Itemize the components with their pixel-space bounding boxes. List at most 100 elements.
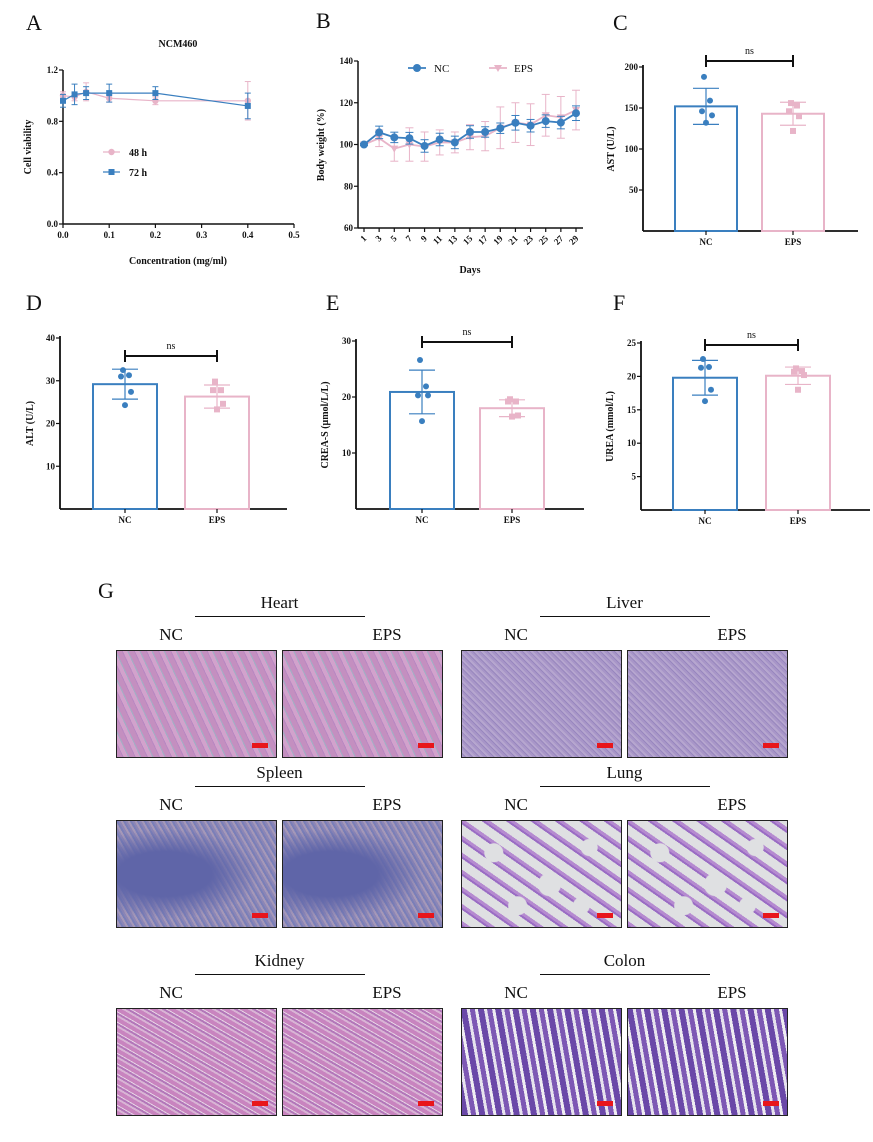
y-tick-label: 10 xyxy=(342,448,352,458)
legend-label: EPS xyxy=(514,63,533,75)
y-tick-label: 20 xyxy=(627,371,637,381)
data-point xyxy=(244,102,251,109)
y-tick-label: 20 xyxy=(342,392,352,402)
group-label-nc: NC xyxy=(159,795,183,814)
data-point xyxy=(417,357,423,364)
y-tick-label: 25 xyxy=(627,338,637,348)
x-tick-label: EPS xyxy=(209,515,226,525)
group-label-eps: EPS xyxy=(717,795,747,814)
data-point xyxy=(415,392,421,399)
group-label-eps: EPS xyxy=(717,983,747,1002)
y-axis-title: UREA (mmol/L) xyxy=(605,391,616,462)
y-tick-label: 100 xyxy=(625,144,639,154)
histology-image-heart-nc xyxy=(116,650,277,758)
x-tick-label: 5 xyxy=(388,233,399,244)
organ-divider-line xyxy=(194,974,365,975)
y-tick-label: 10 xyxy=(46,461,56,471)
x-tick-label: NC xyxy=(119,515,132,525)
organ-label-heart: Heart xyxy=(260,593,299,612)
y-tick-label: 30 xyxy=(46,376,56,386)
histology-image-lung-eps xyxy=(627,820,788,928)
x-tick-label: 3 xyxy=(373,233,384,244)
organ-label-colon: Colon xyxy=(603,951,646,970)
scale-bar xyxy=(418,1101,434,1106)
data-point xyxy=(799,368,805,375)
y-tick-label: 20 xyxy=(46,419,56,429)
legend-marker xyxy=(108,169,115,175)
group-label-nc: NC xyxy=(504,983,528,1002)
data-point xyxy=(526,121,535,130)
data-point xyxy=(390,133,399,142)
histology-image-heart-eps xyxy=(282,650,443,758)
group-label-nc: NC xyxy=(159,625,183,644)
y-tick-label: 5 xyxy=(632,472,637,482)
x-tick-label: 0.4 xyxy=(242,230,254,240)
histology-image-spleen-nc xyxy=(116,820,277,928)
y-tick-label: 1.2 xyxy=(47,65,59,75)
y-tick-label: 120 xyxy=(340,98,354,108)
data-point xyxy=(212,378,218,385)
data-point xyxy=(701,73,707,80)
data-point xyxy=(106,90,113,97)
data-point xyxy=(390,145,399,153)
y-tick-label: 140 xyxy=(340,56,354,66)
legend-label: 72 h xyxy=(129,168,148,179)
scale-bar xyxy=(418,913,434,918)
bar-EPS xyxy=(765,374,831,511)
data-point xyxy=(698,364,704,371)
group-label-eps: EPS xyxy=(372,625,402,644)
data-point xyxy=(375,128,384,137)
data-point xyxy=(699,108,705,115)
data-point xyxy=(556,118,565,127)
data-point xyxy=(214,406,220,413)
legend-marker xyxy=(413,64,421,72)
chart-e-crea: 10 20 30 CREA-S (μmol/L/L) NC EPS ns xyxy=(320,327,584,525)
chart-c-ast: 50 100 150 200 AST (U/L) NC EPS ns xyxy=(606,46,858,247)
data-point xyxy=(360,140,368,149)
y-tick-label: 10 xyxy=(627,438,637,448)
significance-label: ns xyxy=(747,330,756,341)
x-tick-label: 7 xyxy=(404,233,415,244)
histology-image-colon-nc xyxy=(461,1008,622,1116)
scale-bar xyxy=(763,913,779,918)
data-point xyxy=(790,127,796,134)
data-point xyxy=(572,109,580,118)
histology-image-lung-nc xyxy=(461,820,622,928)
y-tick-label: 60 xyxy=(344,223,354,233)
y-tick-label: 200 xyxy=(625,62,639,72)
panel-label-d: D xyxy=(26,290,42,315)
data-point xyxy=(786,108,792,115)
data-point xyxy=(152,90,159,97)
data-point xyxy=(466,127,474,136)
organ-label-liver: Liver xyxy=(606,593,643,612)
scale-bar xyxy=(252,913,268,918)
panel-label-e: E xyxy=(326,290,340,315)
legend-marker xyxy=(494,65,502,72)
legend-marker xyxy=(108,148,115,156)
panel-label-g: G xyxy=(98,578,114,603)
scale-bar xyxy=(763,743,779,748)
data-point xyxy=(794,102,800,109)
panel-label-c: C xyxy=(613,10,628,35)
x-tick-label: 0.5 xyxy=(288,230,300,240)
organ-divider-line xyxy=(539,786,710,787)
y-axis-title: ALT (U/L) xyxy=(25,401,36,446)
data-point xyxy=(120,367,126,374)
chart-d-alt: 10 20 30 40 ALT (U/L) NC EPS ns xyxy=(25,333,287,525)
data-point xyxy=(795,386,801,393)
data-point xyxy=(83,90,90,97)
data-point xyxy=(702,398,708,405)
organ-label-kidney: Kidney xyxy=(254,951,305,970)
data-point xyxy=(706,364,712,371)
y-tick-label: 0.4 xyxy=(47,168,59,178)
x-tick-label: EPS xyxy=(504,515,521,525)
data-point xyxy=(425,392,431,399)
data-point xyxy=(210,387,216,394)
panel-label-b: B xyxy=(316,8,331,33)
panel-label-f: F xyxy=(613,290,626,315)
group-label-eps: EPS xyxy=(372,795,402,814)
x-tick-label: 0.2 xyxy=(150,230,162,240)
legend-label: 48 h xyxy=(129,148,148,159)
x-tick-label: 1 xyxy=(358,233,369,244)
